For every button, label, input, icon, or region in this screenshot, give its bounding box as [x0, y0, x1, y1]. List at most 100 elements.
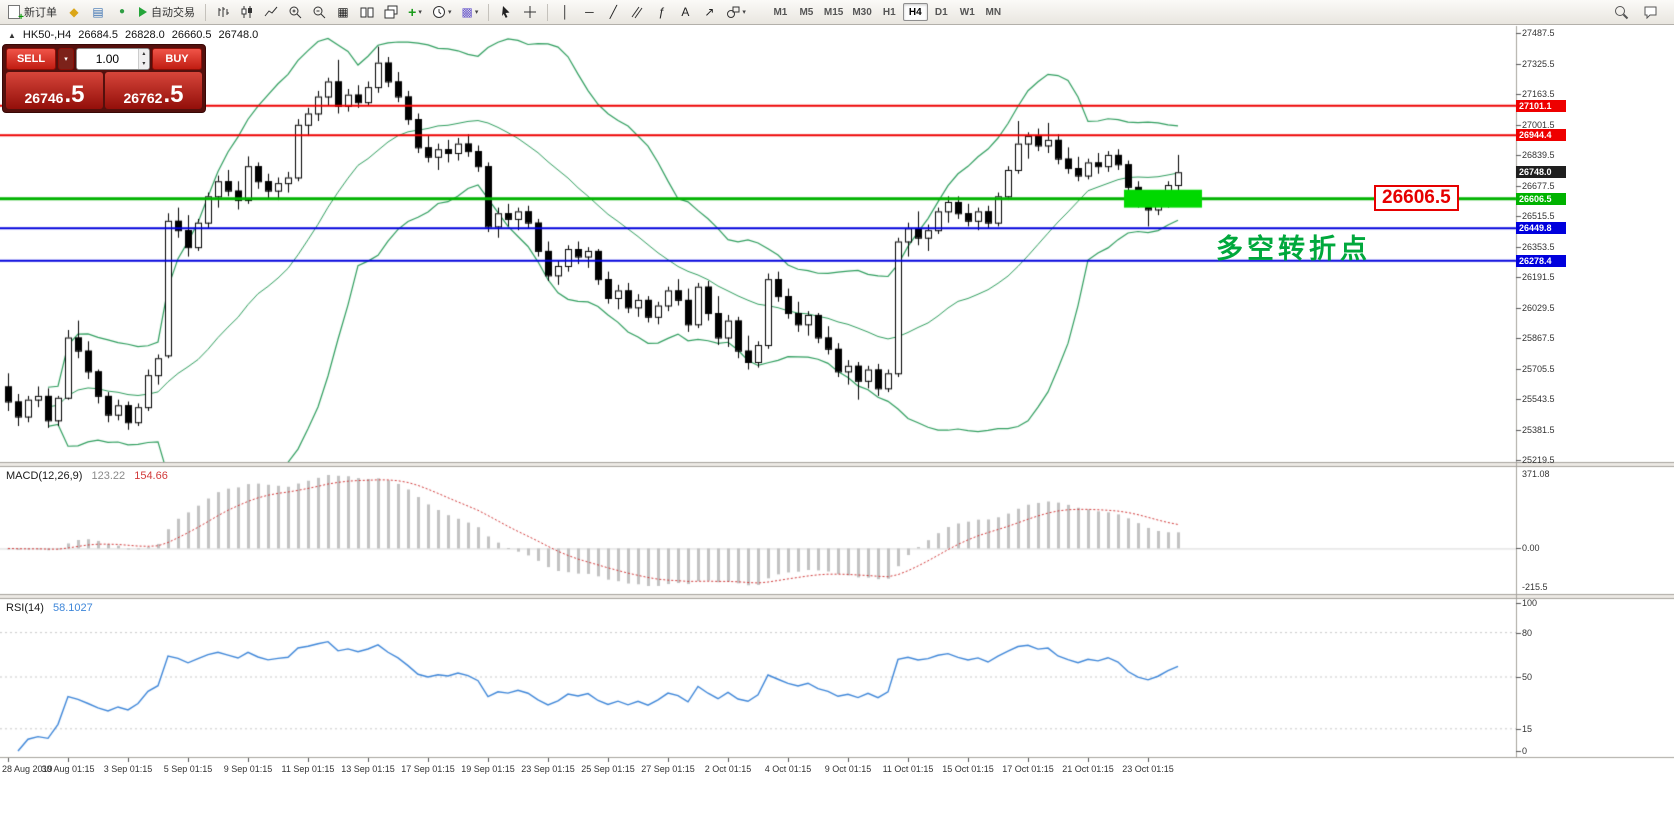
search-icon [1615, 5, 1629, 19]
order-type-dropdown[interactable]: ▾ [58, 48, 74, 70]
price-tick-label: 26677.5 [1522, 180, 1555, 191]
arrow-tool-button[interactable]: ↗ [698, 2, 720, 22]
equidistant-channel-icon [631, 6, 643, 19]
high-value: 26828.0 [124, 29, 165, 41]
data-window-icon: ▤ [92, 5, 104, 19]
bar-chart-icon [218, 7, 229, 17]
time-axis-label: 9 Oct 01:15 [824, 764, 872, 774]
sell-price-main: 26746 [24, 90, 64, 106]
toolbar-separator [547, 3, 549, 21]
buy-button[interactable]: BUY [152, 48, 202, 70]
fibonacci-tool-button[interactable]: ƒ [650, 2, 672, 22]
timeframe-button-m30[interactable]: M30 [848, 3, 875, 21]
symbol-period-label: HK50-,H4 [22, 29, 72, 41]
current-price-badge: 26748.0 [1516, 166, 1566, 179]
time-axis-label: 9 Sep 01:15 [223, 764, 273, 774]
zoom-in-button[interactable] [284, 2, 306, 22]
timeframe-button-m5[interactable]: M5 [794, 3, 819, 21]
shapes-tool-button[interactable]: ▾ [722, 2, 750, 22]
horizontal-line-tool-button[interactable]: ─ [578, 2, 600, 22]
price-tick-label: 26353.5 [1522, 241, 1555, 252]
trendline-tool-button[interactable]: ╱ [602, 2, 624, 22]
new-order-icon: + [8, 5, 24, 23]
tile-windows-icon [360, 7, 374, 17]
autotrade-button[interactable]: 自动交易 [135, 2, 199, 22]
macd-signal-value: 154.66 [134, 470, 168, 482]
open-value: 26684.5 [78, 29, 118, 41]
sell-price-fraction: .5 [64, 81, 85, 108]
grid-icon: ▦ [337, 5, 349, 19]
time-axis-label: 23 Oct 01:15 [1122, 764, 1174, 774]
time-axis-label: 11 Oct 01:15 [882, 764, 934, 774]
time-axis-label: 17 Sep 01:15 [401, 764, 455, 774]
grid-button[interactable]: ▦ [332, 2, 354, 22]
time-axis-label: 28 Aug 2019 [2, 764, 53, 774]
templates-button[interactable]: ▩ ▾ [458, 2, 483, 22]
cascade-windows-button[interactable] [380, 2, 402, 22]
timeframe-button-mn[interactable]: MN [981, 3, 1006, 21]
volume-down-button[interactable]: ▾ [138, 59, 149, 69]
panel-collapse-arrow-icon[interactable]: ▲ [8, 30, 16, 40]
price-tick-label: 26839.5 [1522, 150, 1555, 160]
search-button[interactable] [1610, 2, 1633, 22]
time-axis-label: 3 Sep 01:15 [103, 764, 153, 774]
text-tool-button[interactable]: A [674, 2, 696, 22]
line-chart-mode-button[interactable] [260, 2, 282, 22]
volume-input[interactable] [77, 49, 138, 69]
chevron-down-icon: ▾ [448, 9, 452, 16]
text-tool-icon: A [681, 5, 690, 19]
channel-tool-button[interactable] [626, 2, 648, 22]
timeframe-button-d1[interactable]: D1 [929, 3, 954, 21]
crosshair-tool-button[interactable] [519, 2, 541, 22]
buy-price-display[interactable]: 26762.5 [105, 72, 202, 109]
price-level-badge: 26944.4 [1516, 129, 1566, 142]
market-watch-button[interactable]: ◆ [63, 2, 85, 22]
tile-windows-button[interactable] [356, 2, 378, 22]
arrow-tool-icon: ↗ [704, 5, 715, 19]
timeframe-toolbar: M1 M5 M15 M30 H1 H4 D1 W1 MN [768, 3, 1006, 21]
indicators-button[interactable]: + ▾ [404, 2, 426, 22]
data-window-button[interactable]: ▤ [87, 2, 109, 22]
autotrade-label: 自动交易 [151, 7, 195, 19]
rsi-tick-label: 80 [1522, 627, 1533, 638]
sell-button[interactable]: SELL [6, 48, 56, 70]
price-level-badge: 27101.1 [1516, 99, 1566, 112]
rsi-tick-label: 100 [1522, 598, 1538, 608]
community-button[interactable] [1639, 2, 1662, 22]
chat-icon [1644, 6, 1657, 19]
rsi-label: RSI(14) 58.1027 [6, 602, 93, 614]
periods-button[interactable]: ▾ [428, 2, 456, 22]
bar-chart-mode-button[interactable] [212, 2, 234, 22]
macd-label: MACD(12,26,9) 123.22 154.66 [6, 470, 168, 482]
cursor-tool-button[interactable] [495, 2, 517, 22]
macd-tick-label: -215.5 [1522, 582, 1548, 592]
timeframe-button-m1[interactable]: M1 [768, 3, 793, 21]
price-tick-label: 27001.5 [1522, 119, 1555, 130]
time-axis-label: 21 Oct 01:15 [1062, 764, 1114, 774]
chevron-down-icon: ▾ [64, 56, 68, 63]
horizontal-line-icon: ─ [585, 5, 594, 19]
price-tick-label: 27487.5 [1522, 28, 1555, 38]
navigator-icon: ● [118, 6, 126, 17]
price-level-badge: 26278.4 [1516, 254, 1566, 267]
rsi-tick-label: 0 [1522, 746, 1528, 756]
candle-chart-mode-button[interactable] [236, 2, 258, 22]
zoom-out-button[interactable] [308, 2, 330, 22]
navigator-button[interactable]: ● [111, 2, 133, 22]
zoom-in-icon [289, 6, 302, 19]
rsi-value: 58.1027 [52, 602, 93, 614]
price-callout-label: 26606.5 [1374, 185, 1459, 211]
time-axis-label: 2 Oct 01:15 [704, 764, 752, 774]
timeframe-button-h1[interactable]: H1 [877, 3, 902, 21]
vertical-line-tool-button[interactable]: │ [554, 2, 576, 22]
timeframe-button-m15[interactable]: M15 [820, 3, 847, 21]
price-level-badge: 26606.5 [1516, 192, 1566, 205]
sell-price-display[interactable]: 26746.5 [6, 72, 103, 109]
volume-up-button[interactable]: ▴ [138, 49, 149, 59]
timeframe-button-w1[interactable]: W1 [955, 3, 980, 21]
toolbar-right-group [1610, 2, 1662, 22]
timeframe-button-h4[interactable]: H4 [902, 3, 928, 21]
new-order-button[interactable]: + 新订单 [4, 2, 61, 23]
